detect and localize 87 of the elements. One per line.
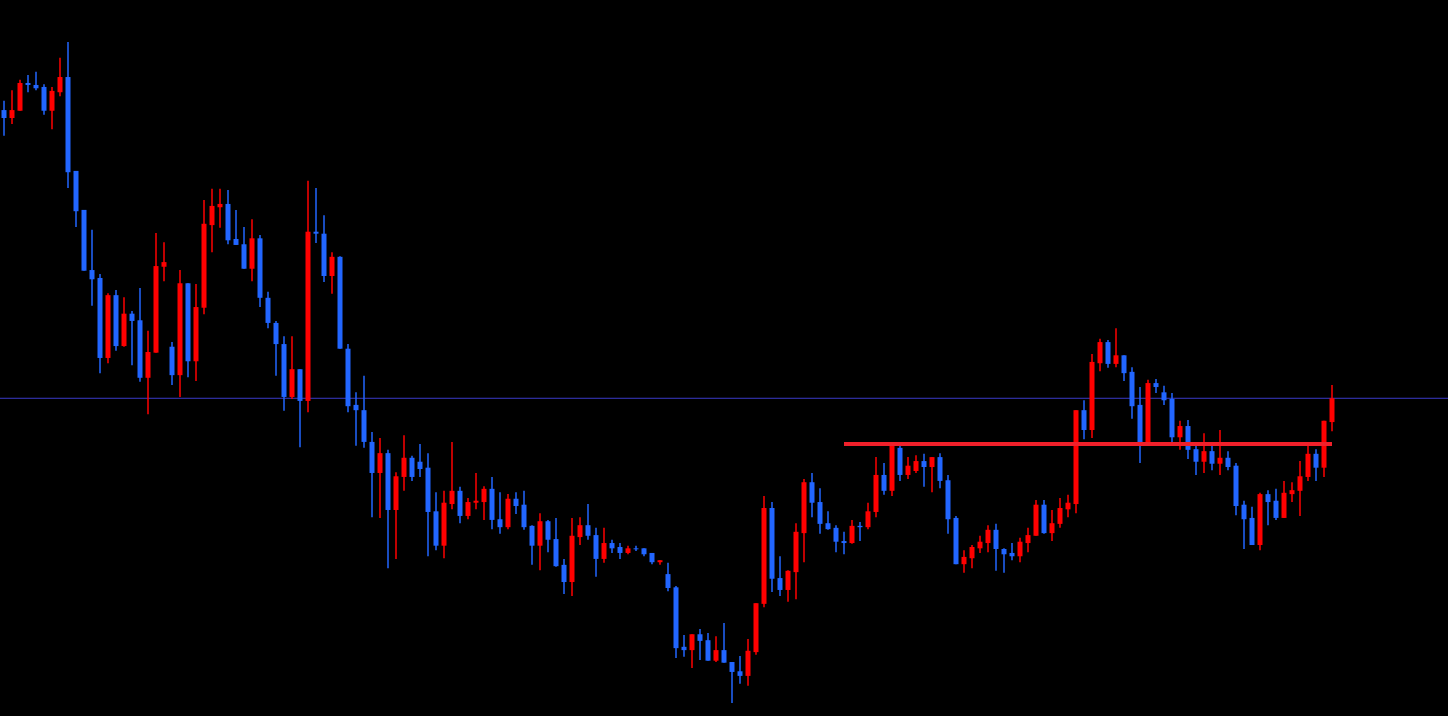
- candlestick: [1017, 537, 1023, 563]
- candlestick: [937, 452, 943, 489]
- candlestick: [313, 187, 319, 244]
- candlestick: [1217, 429, 1223, 476]
- candlestick: [1113, 327, 1119, 368]
- candlestick: [465, 497, 471, 520]
- candlestick: [1273, 488, 1279, 521]
- candlestick: [49, 86, 55, 130]
- candlestick: [689, 633, 695, 669]
- candlestick: [473, 472, 479, 511]
- candlestick: [849, 519, 855, 545]
- candlestick: [825, 510, 831, 531]
- candlestick: [401, 434, 407, 492]
- candlestick: [1201, 432, 1207, 474]
- candlestick: [1097, 338, 1103, 372]
- candlestick: [809, 472, 815, 519]
- candlestick: [1177, 420, 1183, 451]
- candlestick: [25, 74, 31, 93]
- candlestick: [57, 57, 63, 97]
- candlestick: [905, 456, 911, 480]
- candlestick: [1193, 443, 1199, 476]
- candlestick: [1049, 509, 1055, 542]
- candlestick: [329, 251, 335, 295]
- candlestick: [1153, 378, 1159, 394]
- candlestick: [1265, 489, 1271, 526]
- candlestick: [1313, 448, 1319, 482]
- candlestick: [785, 569, 791, 603]
- candlestick: [817, 487, 823, 535]
- candlestick: [545, 519, 551, 554]
- candlestick: [1241, 499, 1247, 550]
- candlestick: [633, 544, 639, 552]
- candlestick: [41, 83, 47, 116]
- candlestick: [1105, 339, 1111, 369]
- candlestick: [409, 455, 415, 482]
- candlestick: [89, 228, 95, 307]
- candlestick: [841, 531, 847, 556]
- candlestick: [1081, 399, 1087, 441]
- candlestick: [1057, 497, 1063, 529]
- candlestick: [865, 501, 871, 530]
- candlestick: [273, 320, 279, 377]
- candlestick: [1289, 481, 1295, 503]
- candlestick: [705, 632, 711, 662]
- candlestick: [1209, 444, 1215, 472]
- candlestick: [969, 544, 975, 569]
- candlestick: [929, 456, 935, 493]
- candlestick: [497, 491, 503, 535]
- candlestick: [1025, 527, 1031, 554]
- candlestick: [721, 622, 727, 664]
- candlestick: [729, 661, 735, 704]
- candlestick: [417, 443, 423, 478]
- candlestick: [561, 558, 567, 595]
- candlestick: [209, 187, 215, 253]
- candlestick: [1161, 384, 1167, 406]
- candlestick: [1065, 494, 1071, 519]
- candlestick: [161, 241, 167, 283]
- candlestick: [577, 516, 583, 546]
- candlestick: [881, 462, 887, 496]
- candlestick: [521, 490, 527, 531]
- candlestick: [1305, 443, 1311, 482]
- candlestick: [529, 524, 535, 566]
- candlestick: [585, 503, 591, 541]
- candlestick: [1297, 460, 1303, 517]
- candlestick: [1121, 354, 1127, 382]
- candlestick: [481, 485, 487, 521]
- candlestick: [921, 453, 927, 488]
- candlestick: [1001, 547, 1007, 574]
- candlestick: [1329, 384, 1335, 433]
- candlestick: [713, 635, 719, 663]
- candlestick: [985, 524, 991, 554]
- candlestick: [777, 555, 783, 597]
- candlestick: [697, 628, 703, 661]
- candlestick: [233, 209, 239, 246]
- candlestick: [601, 527, 607, 564]
- candlestick: [129, 310, 135, 366]
- candlestick: [1, 100, 7, 137]
- candlestick: [449, 441, 455, 511]
- candlestick: [833, 524, 839, 554]
- candlestick: [9, 89, 15, 125]
- candlestick: [961, 549, 967, 574]
- candlestick: [737, 655, 743, 685]
- candlestick: [593, 527, 599, 578]
- candlestick: [993, 523, 999, 572]
- candlestick: [377, 437, 383, 519]
- candlestick: [665, 562, 671, 593]
- candlestick: [1225, 450, 1231, 472]
- candlestick: [513, 491, 519, 515]
- candlestick: [353, 391, 359, 447]
